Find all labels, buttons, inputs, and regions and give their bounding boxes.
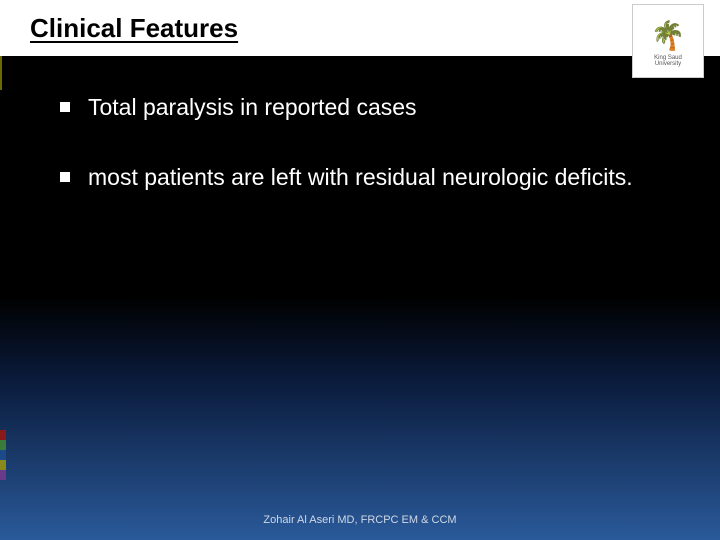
- stripe-segment: [0, 440, 6, 450]
- slide-header: Clinical Features: [0, 0, 720, 56]
- slide-title: Clinical Features: [30, 13, 238, 44]
- bullet-item: most patients are left with residual neu…: [60, 160, 650, 196]
- institution-logo: 🌴 King Saud University: [632, 4, 704, 78]
- stripe-segment: [0, 470, 6, 480]
- logo-text-bottom: University: [655, 61, 681, 67]
- slide: Clinical Features 🌴 King Saud University…: [0, 0, 720, 540]
- slide-footer: Zohair Al Aseri MD, FRCPC EM & CCM: [0, 514, 720, 526]
- bullet-item: Total paralysis in reported cases: [60, 90, 650, 126]
- stripe-segment: [0, 460, 6, 470]
- side-color-stripe: [0, 430, 6, 480]
- slide-body: Total paralysis in reported cases most p…: [60, 90, 650, 229]
- bullet-text: most patients are left with residual neu…: [88, 160, 650, 196]
- square-bullet-icon: [60, 102, 70, 112]
- stripe-segment: [0, 430, 6, 440]
- stripe-segment: [0, 450, 6, 460]
- palm-tree-icon: 🌴: [648, 15, 688, 55]
- bullet-text: Total paralysis in reported cases: [88, 90, 650, 126]
- left-accent-bar: [0, 56, 22, 90]
- square-bullet-icon: [60, 172, 70, 182]
